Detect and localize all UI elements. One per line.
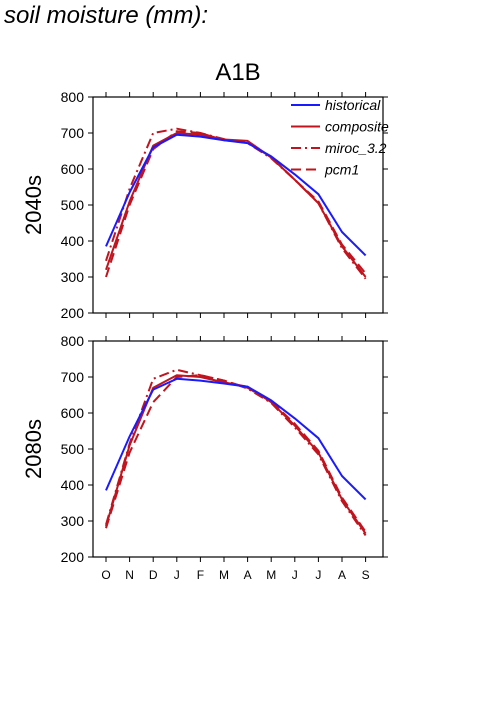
panel-2040s: 200 300 400 500 600 700 800 2040s [21,89,388,321]
series-line-miroc-3-2 [105,368,367,536]
x-tick-label: A [244,568,252,582]
panel-2080s: 200 300 400 500 600 700 800 2080s [21,333,388,565]
x-tick-label: J [315,568,321,582]
x-tick-label: M [219,568,229,582]
series-line-pcm1 [105,374,367,533]
x-tick-label: O [101,568,110,582]
chart-title: A1B [215,59,260,86]
plot-frame [92,340,384,558]
y-tick-label: 800 [61,89,85,105]
y-tick-label: 300 [61,269,85,285]
y-tick-label: 500 [61,441,85,457]
x-tick-label: D [149,568,158,582]
series-line-historical [105,133,367,257]
y-tick-label: 200 [61,549,85,565]
x-tick-label: J [174,568,180,582]
legend-label: pcm1 [324,162,359,178]
series-line-historical [105,377,367,501]
legend-label: miroc_3.2 [325,140,387,156]
y-tick-label: 400 [61,233,85,249]
page-title: soil moisture (mm): [4,2,209,29]
panels-layer: 200 300 400 500 600 700 800 2040s 200 300 400 500 60… [21,89,388,565]
x-tick-label: F [197,568,204,582]
x-tick-label: J [292,568,298,582]
y-tick-label: 600 [61,161,85,177]
panel-label: 2080s [21,419,46,479]
y-tick-label: 500 [61,197,85,213]
x-tick-label: N [125,568,134,582]
y-tick-label: 400 [61,477,85,493]
legend-label: historical [325,97,381,113]
panel-label: 2040s [21,175,46,235]
y-tick-label: 700 [61,125,85,141]
y-tick-label: 800 [61,333,85,349]
y-tick-label: 700 [61,369,85,385]
y-tick-label: 300 [61,513,85,529]
legend: historical composite miroc_3.2 pcm1 [291,97,389,178]
x-tick-label: S [362,568,370,582]
x-tick-label: A [338,568,346,582]
x-tick-label: M [266,568,276,582]
series-line-composite [105,374,367,535]
legend-label: composite [325,119,389,135]
y-tick-label: 200 [61,305,85,321]
y-tick-label: 600 [61,405,85,421]
